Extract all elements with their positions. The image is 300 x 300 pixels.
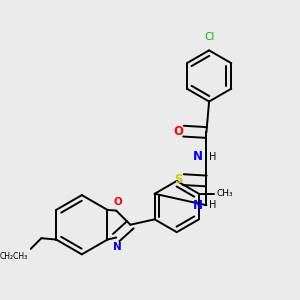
Text: N: N <box>193 150 203 163</box>
Text: CH₂CH₃: CH₂CH₃ <box>0 252 28 261</box>
Text: H: H <box>209 200 217 210</box>
Text: CH₃: CH₃ <box>216 189 233 198</box>
Text: S: S <box>174 173 183 186</box>
Text: N: N <box>193 199 203 212</box>
Text: N: N <box>113 242 122 252</box>
Text: H: H <box>209 152 217 162</box>
Text: O: O <box>174 124 184 138</box>
Text: Cl: Cl <box>204 32 214 42</box>
Text: O: O <box>113 196 122 207</box>
